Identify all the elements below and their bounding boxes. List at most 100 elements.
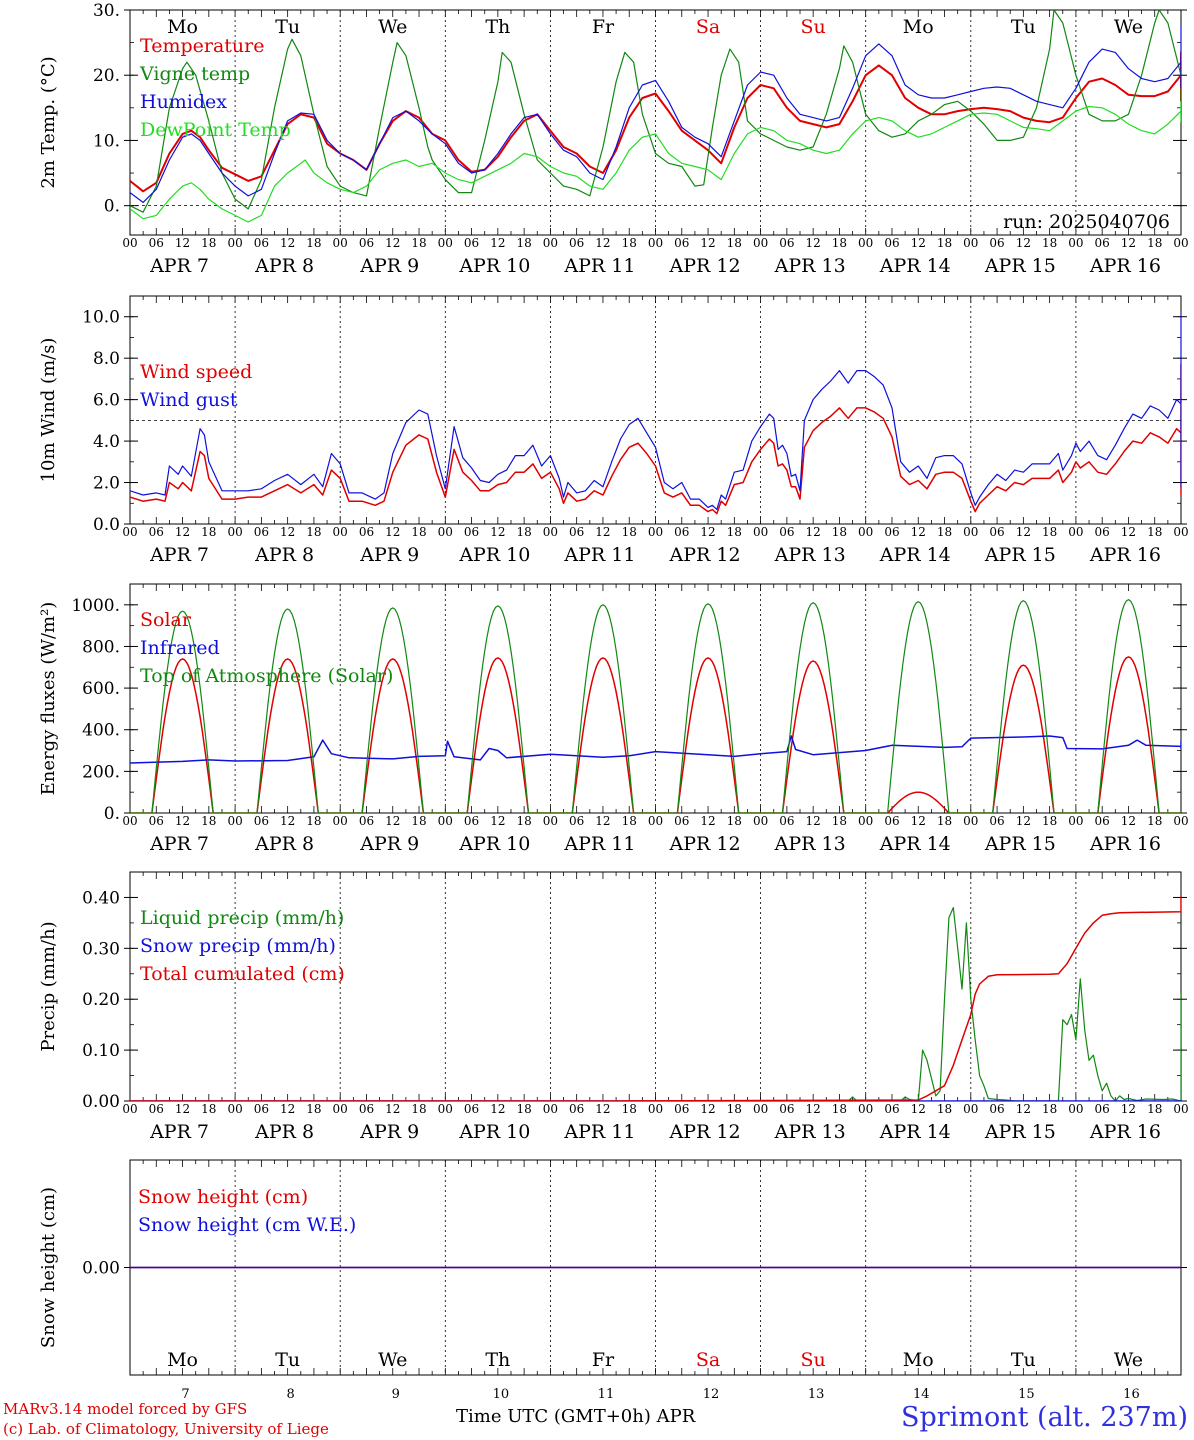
- series-line-wind-gust: [130, 314, 1181, 511]
- hour-tick-label: 00: [227, 236, 242, 250]
- weekday-label: Th: [485, 16, 510, 38]
- chart-panel-5: 0.00 Snow height (cm) Snow height (cm) Snow…: [38, 1159, 1187, 1376]
- date-label: APR 10: [458, 255, 530, 277]
- hour-tick-label: 00: [963, 525, 978, 539]
- hour-tick-label: 18: [622, 814, 637, 828]
- hour-tick-label: 00: [858, 525, 873, 539]
- day-number-label: 10: [493, 1387, 510, 1402]
- hour-tick-label: 12: [911, 1102, 926, 1116]
- hour-tick-label: 18: [1147, 814, 1162, 828]
- y-tick-label: 0.0: [93, 515, 120, 535]
- y-tick-label: 10.0: [82, 308, 120, 328]
- hour-tick-label: 00: [1068, 525, 1083, 539]
- hour-tick-label: 18: [411, 236, 426, 250]
- hour-tick-label: 06: [359, 814, 374, 828]
- hour-tick-label: 12: [385, 236, 400, 250]
- hour-tick-label: 06: [149, 525, 164, 539]
- hour-tick-label: 06: [779, 236, 794, 250]
- weekday-label: Mo: [167, 16, 198, 38]
- hour-tick-label: 06: [674, 236, 689, 250]
- hour-tick-label: 06: [779, 525, 794, 539]
- date-label: APR 15: [984, 1121, 1056, 1143]
- hour-tick-label: 00: [333, 1102, 348, 1116]
- weekday-label: We: [378, 1349, 407, 1371]
- hour-tick-label: 06: [674, 814, 689, 828]
- y-tick-label: 20.: [93, 66, 120, 86]
- date-label: APR 12: [669, 255, 741, 277]
- date-label: APR 12: [669, 1121, 741, 1143]
- hour-tick-label: 06: [254, 525, 269, 539]
- hour-tick-label: 06: [359, 525, 374, 539]
- date-label: APR 14: [879, 1121, 951, 1143]
- y-tick-label: 1000.: [71, 596, 120, 616]
- hour-tick-label: 06: [359, 1102, 374, 1116]
- weekday-label: We: [1114, 16, 1143, 38]
- hour-tick-label: 18: [411, 1102, 426, 1116]
- weekday-label: Mo: [167, 1349, 198, 1371]
- date-label: APR 9: [359, 1121, 419, 1143]
- weekday-label: Tu: [275, 16, 300, 38]
- hour-tick-label: 06: [884, 525, 899, 539]
- hour-tick-label: 12: [175, 525, 190, 539]
- hour-tick-label: 00: [648, 1102, 663, 1116]
- date-label: APR 16: [1089, 833, 1161, 855]
- hour-tick-label: 12: [385, 814, 400, 828]
- series-group: [130, 10, 1181, 223]
- hour-tick-label: 00: [648, 814, 663, 828]
- hour-tick-label: 18: [1042, 814, 1057, 828]
- hour-tick-label: 06: [1095, 1102, 1110, 1116]
- weekday-label: Su: [801, 16, 826, 38]
- hour-tick-label: 18: [1147, 1102, 1162, 1116]
- run-label: run: 2025040706: [1003, 211, 1170, 233]
- weekday-label: We: [378, 16, 407, 38]
- hour-tick-label: 00: [648, 525, 663, 539]
- date-label: APR 8: [254, 255, 314, 277]
- hour-tick-label: 18: [832, 814, 847, 828]
- series-group: [130, 894, 1181, 1101]
- hour-tick-label: 12: [280, 1102, 295, 1116]
- hour-tick-label: 18: [727, 1102, 742, 1116]
- hour-tick-label: 12: [1016, 236, 1031, 250]
- hour-tick-label: 00: [963, 1102, 978, 1116]
- y-tick-label: 200.: [82, 762, 120, 782]
- date-label: APR 11: [563, 1121, 635, 1143]
- hour-tick-label: 12: [806, 814, 821, 828]
- hour-tick-label: 06: [569, 814, 584, 828]
- day-number-label: 8: [287, 1387, 295, 1402]
- hour-tick-label: 12: [700, 525, 715, 539]
- hour-tick-label: 12: [700, 814, 715, 828]
- hour-tick-label: 00: [753, 1102, 768, 1116]
- plot-frame: [129, 295, 1182, 525]
- legend-entry: Vigne temp: [139, 63, 250, 85]
- legend-entry: Snow height (cm): [138, 1186, 308, 1208]
- date-label: APR 10: [458, 1121, 530, 1143]
- weekday-label: Mo: [903, 1349, 934, 1371]
- hour-tick-label: 06: [674, 1102, 689, 1116]
- day-number-label: 7: [181, 1387, 189, 1402]
- date-label: APR 7: [149, 1121, 209, 1143]
- weekday-label: Tu: [275, 1349, 300, 1371]
- y-tick-label: 2.0: [93, 474, 120, 494]
- hour-tick-label: 18: [937, 236, 952, 250]
- date-label: APR 11: [563, 833, 635, 855]
- hour-tick-label: 18: [622, 525, 637, 539]
- y-axis-label: Snow height (cm): [38, 1187, 59, 1348]
- hour-tick-label: 12: [595, 1102, 610, 1116]
- hour-tick-label: 12: [595, 236, 610, 250]
- hour-tick-label: 12: [1121, 814, 1136, 828]
- hour-tick-label: 18: [516, 814, 531, 828]
- date-label: APR 10: [458, 544, 530, 566]
- series-line-wind-speed: [130, 363, 1181, 515]
- legend-entry: Solar: [140, 609, 192, 631]
- hour-tick-label: 00: [543, 814, 558, 828]
- chart-panel-2: 0.0 2.0 4.0 6.0 8.0 10.0 10m Wind (m/s) Wind sp…: [38, 295, 1189, 566]
- hour-tick-label: 06: [149, 814, 164, 828]
- hour-tick-label: 00: [1173, 236, 1188, 250]
- date-label: APR 13: [774, 1121, 846, 1143]
- hour-tick-label: 00: [227, 525, 242, 539]
- series-line-dewpoint-temp: [130, 100, 1181, 223]
- hour-tick-label: 06: [989, 525, 1004, 539]
- date-label: APR 10: [458, 833, 530, 855]
- weekday-label: We: [1114, 1349, 1143, 1371]
